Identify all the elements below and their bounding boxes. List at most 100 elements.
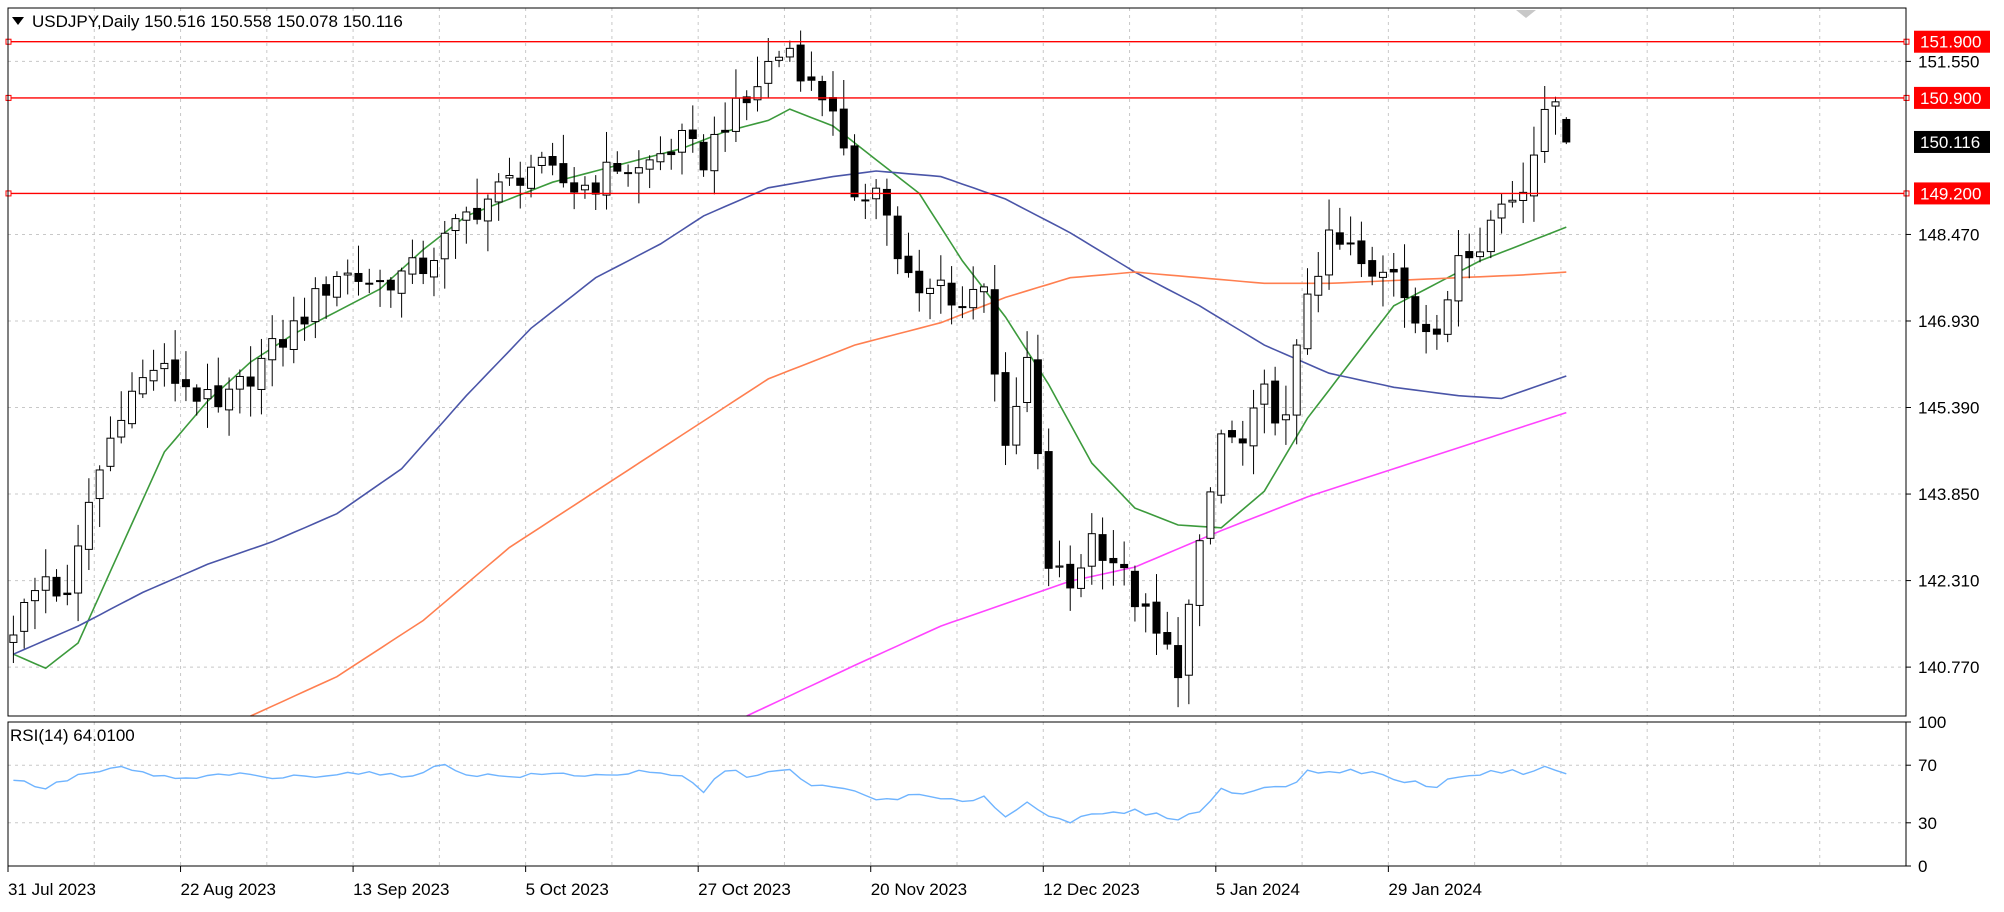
candle[interactable] (926, 287, 935, 294)
candle[interactable] (1184, 603, 1193, 676)
candle[interactable] (41, 576, 50, 591)
candle[interactable] (451, 218, 460, 232)
candle[interactable] (128, 390, 137, 425)
candle[interactable] (1281, 414, 1290, 421)
candle[interactable] (30, 590, 39, 602)
candle[interactable] (429, 260, 438, 278)
candle[interactable] (602, 161, 611, 196)
candle[interactable] (678, 129, 687, 153)
candle[interactable] (268, 338, 277, 361)
candle[interactable] (1217, 433, 1226, 496)
candle[interactable] (1357, 240, 1366, 265)
candle[interactable] (1476, 251, 1485, 258)
candle[interactable] (63, 592, 72, 596)
candles[interactable] (9, 30, 1571, 708)
candle[interactable] (1023, 356, 1032, 403)
candle[interactable] (192, 387, 201, 402)
candle[interactable] (1055, 565, 1064, 568)
candle[interactable] (106, 437, 115, 467)
candle[interactable] (742, 96, 751, 104)
candle[interactable] (1001, 372, 1010, 446)
candle[interactable] (731, 97, 740, 132)
candle[interactable] (1465, 251, 1474, 259)
candle[interactable] (1292, 344, 1301, 416)
candle[interactable] (149, 369, 158, 382)
candle[interactable] (20, 601, 29, 632)
candle[interactable] (818, 80, 827, 101)
candle[interactable] (494, 181, 503, 203)
candle[interactable] (753, 86, 762, 101)
candle[interactable] (1529, 154, 1538, 197)
candle[interactable] (990, 289, 999, 375)
candle[interactable] (936, 279, 945, 287)
candle[interactable] (1562, 118, 1571, 143)
candle[interactable] (645, 159, 654, 170)
candle[interactable] (634, 167, 643, 174)
candle[interactable] (1260, 383, 1269, 405)
candle[interactable] (9, 634, 18, 643)
candle[interactable] (796, 44, 805, 82)
candle[interactable] (1378, 271, 1387, 278)
candle[interactable] (1519, 191, 1528, 201)
candle[interactable] (246, 376, 255, 387)
candle[interactable] (785, 47, 794, 58)
candle[interactable] (117, 419, 126, 438)
candle[interactable] (505, 174, 514, 179)
horizontal-levels[interactable]: 151.900 150.900 149.200 (5, 30, 1990, 205)
candle[interactable] (365, 282, 374, 285)
candle[interactable] (1422, 323, 1431, 333)
candle[interactable] (1432, 328, 1441, 335)
candle[interactable] (1314, 275, 1323, 296)
candle[interactable] (969, 288, 978, 309)
candle[interactable] (1551, 101, 1560, 107)
candle[interactable] (462, 211, 471, 221)
candle[interactable] (1109, 557, 1118, 564)
candle[interactable] (1346, 242, 1355, 245)
candle[interactable] (1087, 533, 1096, 567)
candle[interactable] (74, 545, 83, 594)
candle[interactable] (419, 257, 428, 275)
candle[interactable] (1249, 407, 1258, 447)
candle[interactable] (1120, 563, 1129, 569)
candle[interactable] (1033, 359, 1042, 455)
candle[interactable] (397, 270, 406, 294)
candle[interactable] (1206, 491, 1215, 539)
candle[interactable] (1152, 601, 1161, 634)
candle[interactable] (343, 272, 352, 276)
candle[interactable] (775, 56, 784, 61)
candle[interactable] (1368, 260, 1377, 277)
candle[interactable] (537, 156, 546, 166)
candle[interactable] (570, 182, 579, 193)
candle[interactable] (1454, 255, 1463, 302)
candle[interactable] (1497, 203, 1506, 219)
candle[interactable] (1411, 296, 1420, 324)
candle[interactable] (1174, 645, 1183, 679)
candle[interactable] (1486, 219, 1495, 253)
candle[interactable] (483, 198, 492, 222)
candle[interactable] (95, 469, 104, 500)
candle[interactable] (332, 275, 341, 298)
scroll-marker-icon[interactable] (1516, 10, 1536, 18)
candle[interactable] (807, 76, 816, 81)
candle[interactable] (1227, 430, 1236, 438)
candle[interactable] (1389, 268, 1398, 273)
candle[interactable] (591, 182, 600, 195)
candle[interactable] (1325, 229, 1334, 276)
candle[interactable] (1400, 267, 1409, 299)
candle[interactable] (440, 232, 449, 260)
candle[interactable] (1098, 534, 1107, 561)
candle[interactable] (386, 279, 395, 291)
candle[interactable] (1271, 380, 1280, 424)
candle[interactable] (1540, 108, 1549, 152)
candle[interactable] (1066, 563, 1075, 589)
candle[interactable] (699, 141, 708, 171)
candle[interactable] (311, 288, 320, 323)
candle[interactable] (839, 108, 848, 149)
candle[interactable] (958, 306, 967, 309)
candle[interactable] (473, 207, 482, 220)
candle[interactable] (710, 133, 719, 172)
candle[interactable] (548, 156, 557, 166)
candle[interactable] (225, 388, 234, 411)
candle[interactable] (1012, 405, 1021, 446)
